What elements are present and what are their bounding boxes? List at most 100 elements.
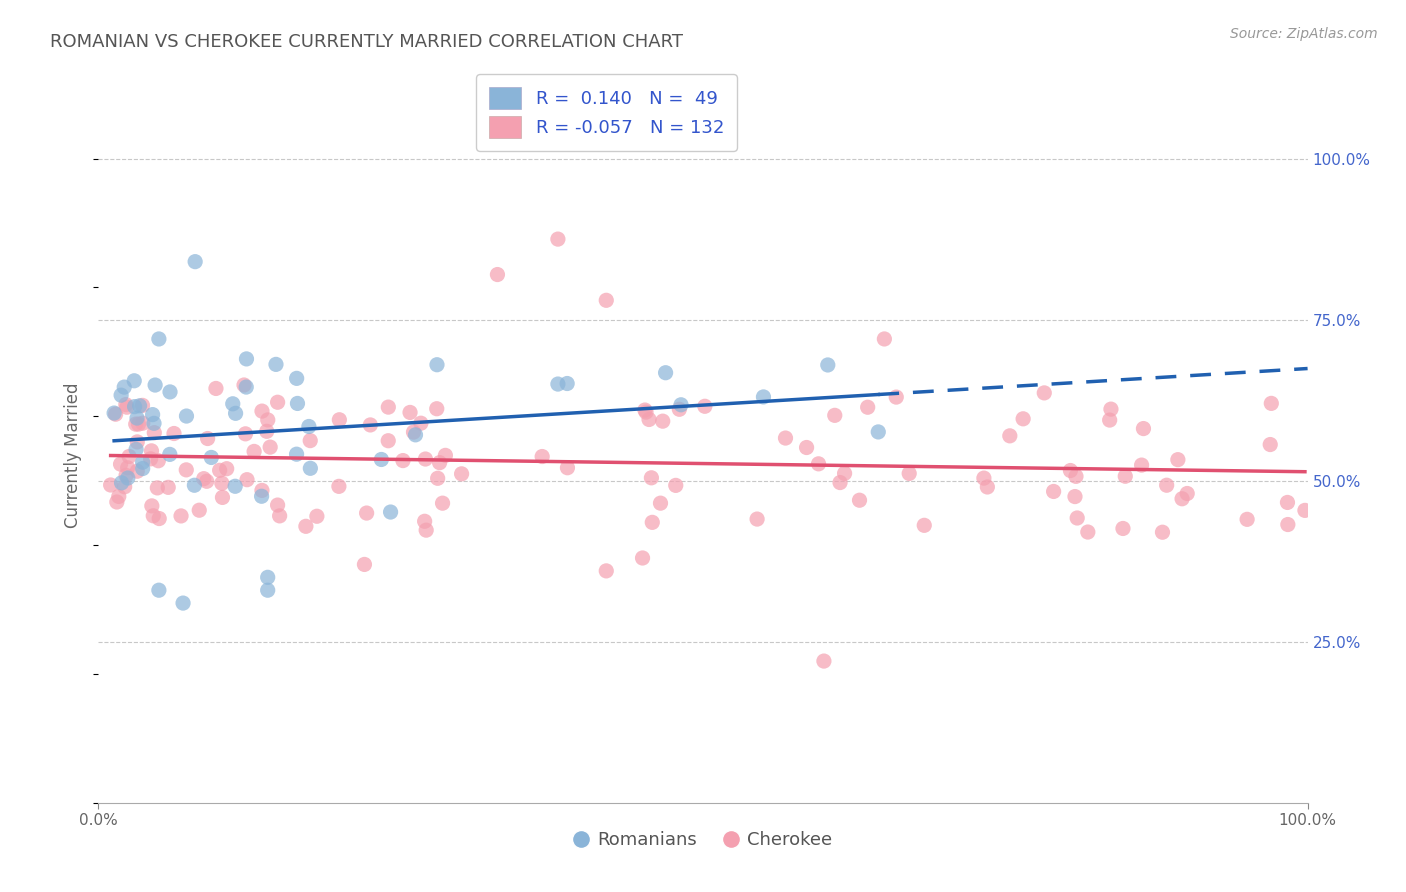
Point (634, 403, 657, 417)
Point (125, 411, 148, 425)
Point (1236, 512, 1258, 526)
Point (415, 452, 437, 467)
Point (250, 483, 273, 498)
Point (131, 455, 153, 469)
Point (285, 371, 308, 385)
Point (269, 508, 291, 523)
Point (124, 400, 146, 414)
Point (148, 454, 170, 468)
Point (638, 412, 661, 426)
Point (1033, 385, 1056, 400)
Point (299, 461, 322, 475)
Point (641, 516, 664, 530)
Point (235, 380, 257, 394)
Point (256, 583, 278, 598)
Point (236, 473, 259, 487)
Point (128, 399, 150, 413)
Point (426, 358, 449, 372)
Point (208, 463, 231, 477)
Point (796, 441, 818, 455)
Point (377, 434, 399, 448)
Point (103, 406, 125, 420)
Point (141, 443, 163, 458)
Text: ROMANIAN VS CHEROKEE CURRENTLY MARRIED CORRELATION CHART: ROMANIAN VS CHEROKEE CURRENTLY MARRIED C… (51, 33, 683, 52)
Point (115, 468, 138, 483)
Point (848, 493, 870, 508)
Point (233, 378, 256, 392)
Point (114, 398, 136, 412)
Point (114, 480, 136, 494)
Point (432, 496, 454, 510)
Point (824, 409, 846, 423)
Point (188, 503, 211, 517)
Point (813, 654, 835, 668)
Point (1042, 484, 1064, 499)
Point (250, 489, 273, 503)
Point (415, 523, 437, 537)
Point (450, 467, 472, 481)
Point (122, 374, 145, 388)
Point (1167, 452, 1189, 467)
Point (807, 457, 830, 471)
Point (973, 471, 995, 485)
Point (1156, 478, 1178, 492)
Point (197, 432, 219, 446)
Point (868, 425, 890, 439)
Point (1175, 486, 1198, 500)
Point (1059, 463, 1081, 477)
Point (356, 506, 378, 520)
Point (170, 508, 193, 523)
Point (132, 416, 155, 430)
Point (159, 384, 181, 399)
Point (834, 467, 856, 481)
Point (105, 495, 128, 509)
Point (128, 417, 150, 431)
Point (148, 511, 170, 525)
Point (1277, 517, 1299, 532)
Point (146, 481, 169, 495)
Point (243, 444, 266, 458)
Point (434, 449, 457, 463)
Point (125, 417, 148, 431)
Point (555, 376, 578, 391)
Point (359, 417, 381, 432)
Point (299, 434, 322, 448)
Point (775, 431, 797, 445)
Point (1077, 524, 1099, 539)
Point (884, 390, 907, 404)
Point (117, 471, 139, 485)
Point (1294, 503, 1316, 517)
Point (104, 407, 127, 421)
Point (295, 519, 318, 533)
Point (285, 447, 308, 461)
Point (650, 496, 672, 510)
Point (651, 414, 673, 428)
Point (370, 452, 392, 467)
Point (1130, 458, 1153, 472)
Point (266, 498, 288, 512)
Point (873, 332, 896, 346)
Point (531, 450, 554, 464)
Point (1277, 495, 1299, 509)
Point (1132, 421, 1154, 435)
Point (112, 380, 135, 394)
Point (557, 460, 579, 475)
Point (176, 409, 198, 423)
Point (143, 417, 166, 431)
Point (172, 596, 194, 610)
Point (595, 564, 617, 578)
Point (193, 472, 215, 486)
Point (976, 480, 998, 494)
Point (125, 442, 148, 457)
Point (235, 426, 257, 441)
Point (110, 457, 132, 471)
Point (380, 505, 402, 519)
Point (117, 460, 139, 475)
Point (665, 478, 688, 492)
Point (195, 475, 218, 489)
Point (256, 425, 278, 439)
Point (547, 232, 569, 246)
Text: Source: ZipAtlas.com: Source: ZipAtlas.com (1230, 27, 1378, 41)
Point (640, 471, 662, 485)
Point (141, 499, 163, 513)
